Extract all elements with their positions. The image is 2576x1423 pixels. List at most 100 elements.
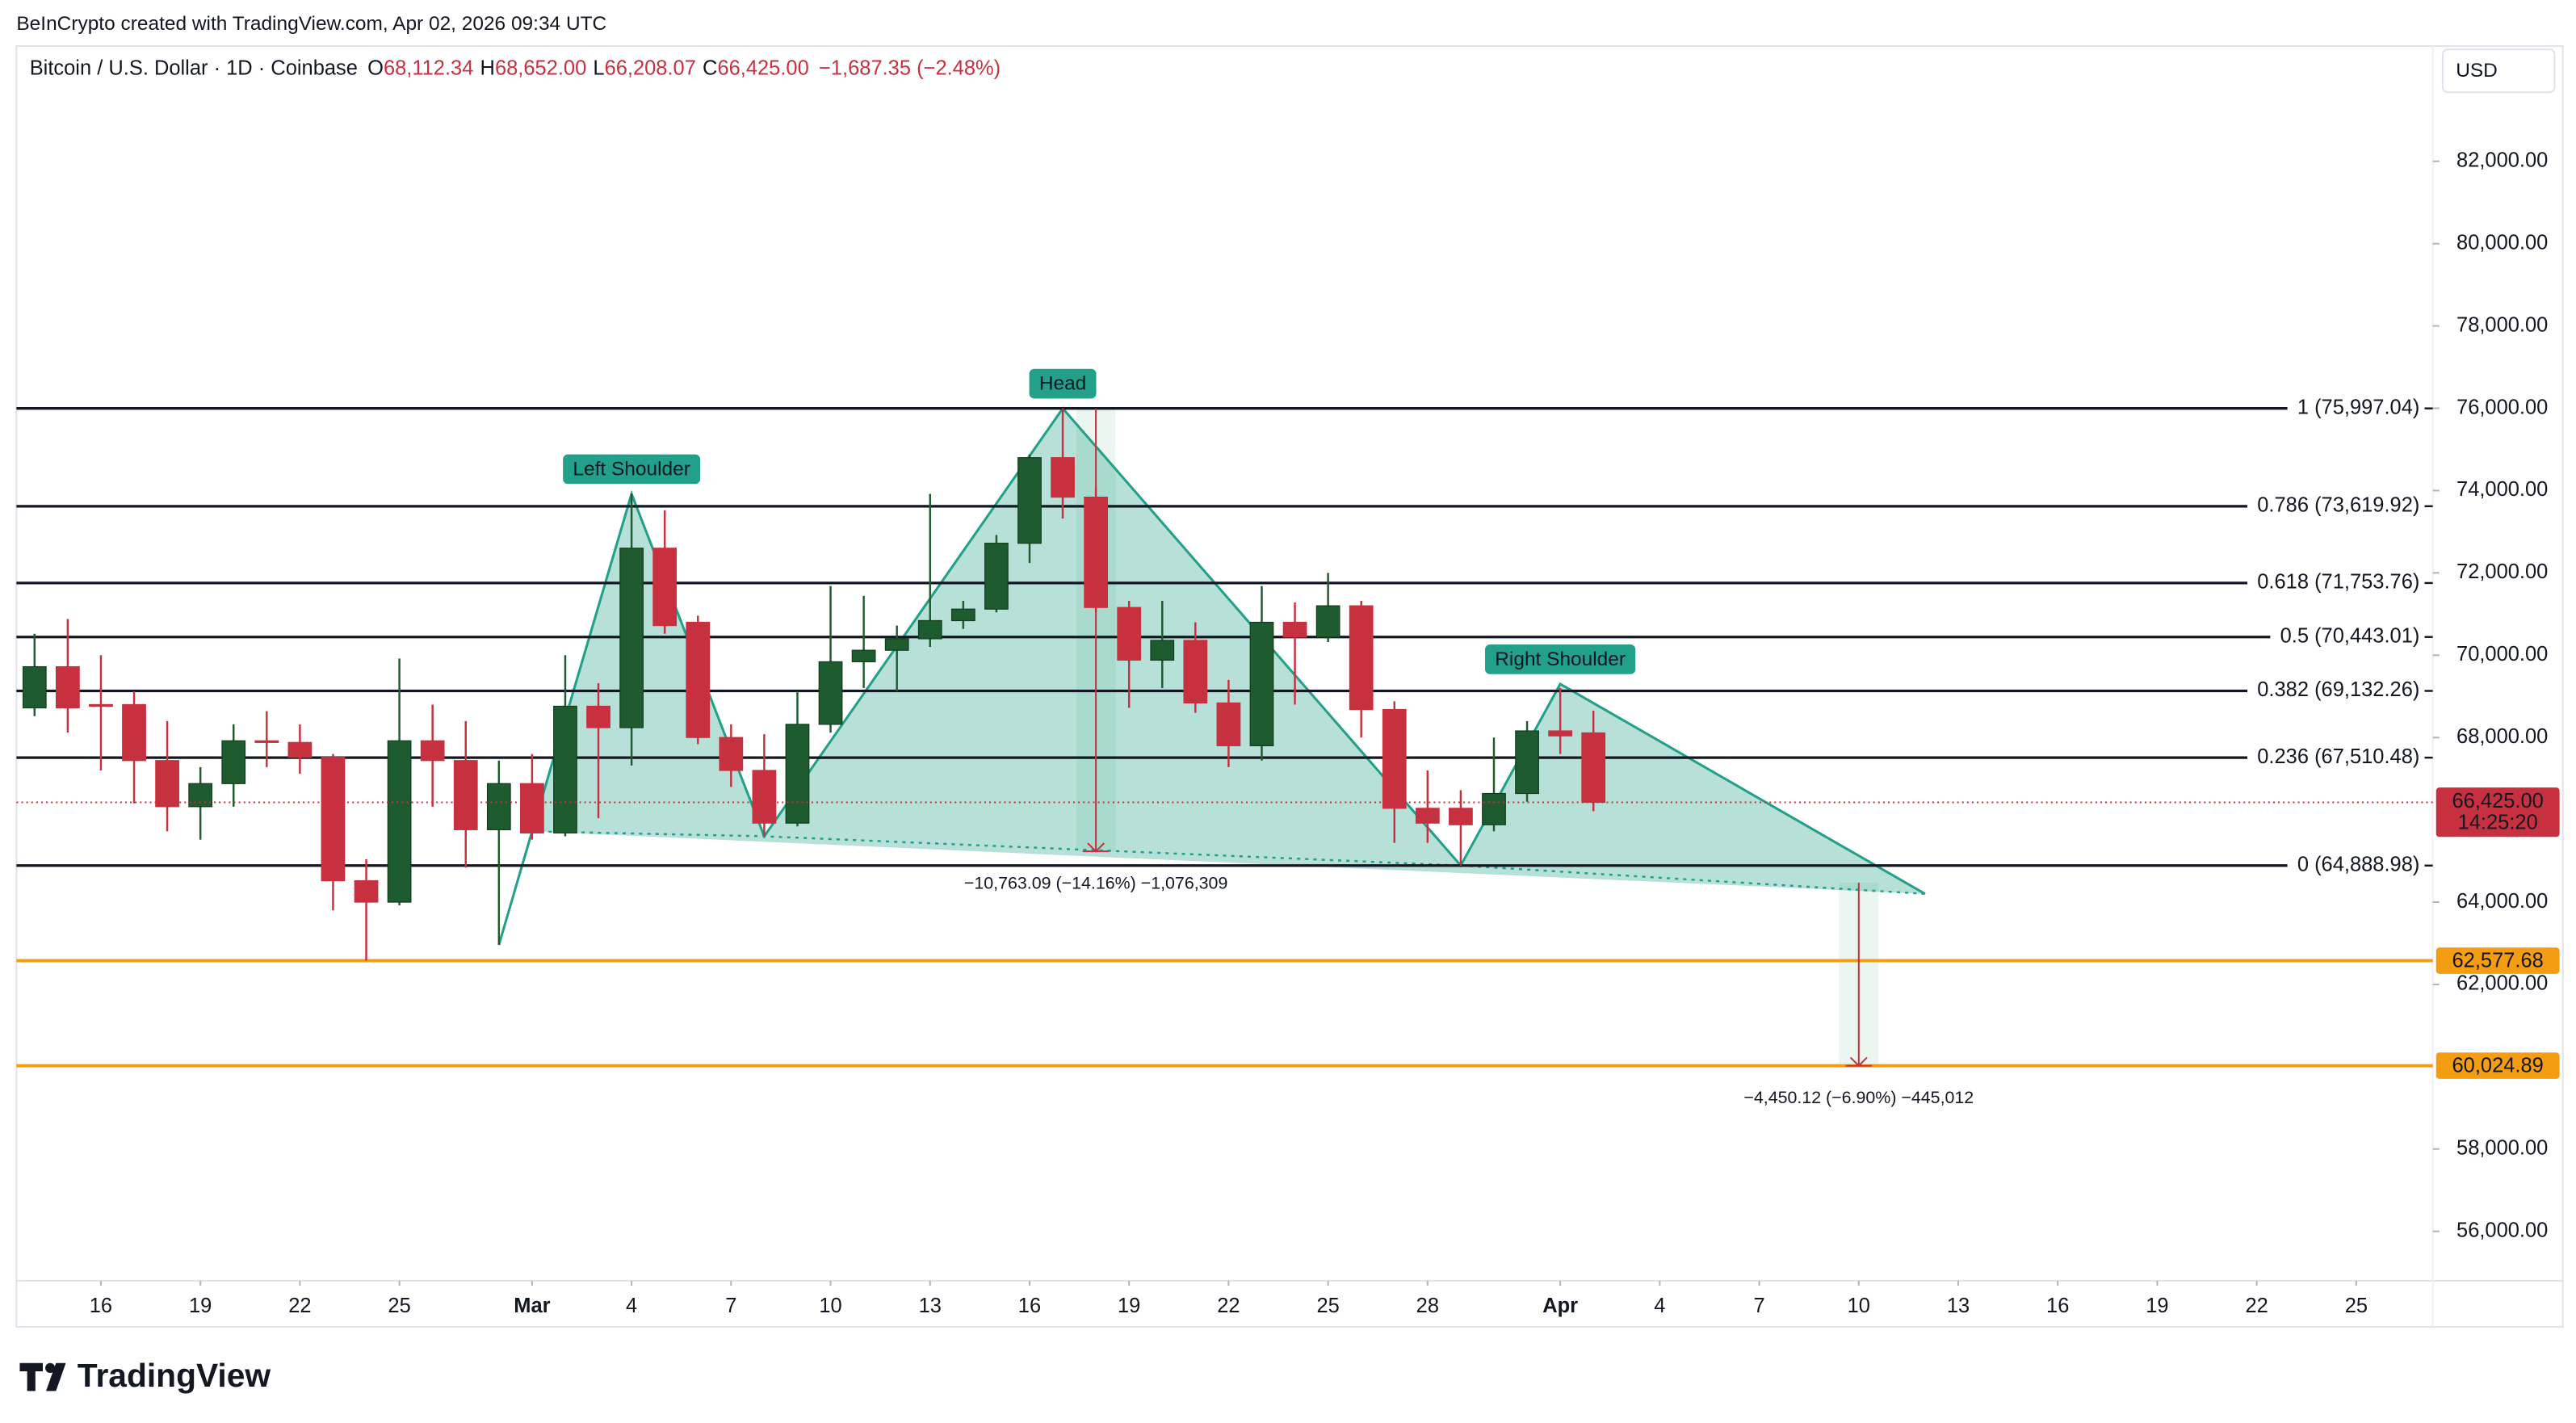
x-tick-label: 22 — [1217, 1295, 1240, 1317]
candle-body — [453, 760, 478, 830]
candle-body — [1183, 640, 1208, 704]
candle-body — [1382, 708, 1407, 809]
chart-title: Bitcoin / U.S. Dollar · 1D · Coinbase — [30, 57, 358, 79]
logo-dot — [45, 1362, 56, 1374]
candle-body — [619, 548, 644, 728]
level-badge — [2435, 947, 2560, 974]
y-tick-label: 58,000.00 — [2456, 1137, 2548, 1160]
legend-key: C — [703, 57, 717, 79]
candle-body — [1581, 732, 1606, 804]
x-tick-label: 13 — [1947, 1295, 1970, 1317]
fib-label: 0.786 (73,619.92) — [2257, 494, 2419, 517]
candle-body — [884, 638, 909, 651]
candle-body — [851, 649, 876, 663]
x-tick-label: 16 — [2046, 1295, 2069, 1317]
y-tick-label: 68,000.00 — [2456, 725, 2548, 748]
candle-body — [1415, 808, 1440, 824]
candle-body — [221, 740, 246, 784]
pattern-label-box — [1029, 368, 1097, 399]
fib-label: 0.382 (69,132.26) — [2257, 678, 2419, 701]
candle-body — [486, 783, 511, 830]
last-price-badge — [2435, 787, 2560, 837]
candle-body — [652, 548, 678, 627]
measure-label: −10,763.09 (−14.16%) −1,076,309 — [964, 874, 1227, 893]
candle-body — [917, 619, 942, 640]
x-tick-label: 19 — [2146, 1295, 2168, 1317]
x-tick-label: 25 — [388, 1295, 410, 1317]
x-tick-label: 25 — [1316, 1295, 1339, 1317]
x-tick-label: 25 — [2345, 1295, 2368, 1317]
level-label: 60,024.89 — [2452, 1054, 2544, 1077]
candle-body — [1249, 621, 1274, 747]
y-tick-label: 76,000.00 — [2456, 396, 2548, 418]
pattern-label: Right Shoulder — [1485, 644, 1636, 674]
x-tick-label: 22 — [2245, 1295, 2268, 1317]
legend-value: 68,112.34 — [384, 57, 473, 79]
candle-body — [354, 879, 379, 903]
candle-body — [387, 740, 412, 903]
candle-body — [22, 665, 47, 709]
brand-name: TradingView — [78, 1357, 271, 1394]
y-tick-label: 56,000.00 — [2456, 1219, 2548, 1241]
x-tick-label: 16 — [90, 1295, 112, 1317]
candle-body — [1150, 640, 1175, 661]
y-tick-label: 80,000.00 — [2456, 231, 2548, 254]
y-tick-label: 78,000.00 — [2456, 313, 2548, 336]
candle-body — [420, 740, 445, 762]
neckline — [531, 830, 1926, 896]
legend-change: −1,687.35 (−2.48%) — [819, 57, 1001, 79]
candle-body — [520, 783, 544, 834]
currency-label[interactable]: USD — [2456, 60, 2498, 82]
candle-body — [1117, 607, 1142, 661]
candle-body — [188, 783, 213, 808]
candle-body — [1216, 702, 1241, 747]
candle-body — [122, 703, 146, 762]
candle-body — [1282, 621, 1307, 638]
candle-body — [1548, 730, 1573, 737]
x-tick-label: Apr — [1542, 1295, 1578, 1317]
x-tick-label: 28 — [1416, 1295, 1439, 1317]
x-tick-label: 4 — [626, 1295, 637, 1317]
x-tick-label: 4 — [1654, 1295, 1665, 1317]
fib-label: 0.236 (67,510.48) — [2257, 745, 2419, 768]
pattern-label-text: Left Shoulder — [573, 458, 690, 480]
legend-row: Bitcoin / U.S. Dollar · 1D · Coinbase O68… — [30, 57, 1001, 79]
y-tick-label: 82,000.00 — [2456, 149, 2548, 172]
candle-body — [752, 770, 777, 824]
candle-body — [55, 665, 80, 709]
legend-key: O — [367, 57, 384, 79]
pattern-label-text: Head — [1039, 373, 1086, 395]
measure-label: −4,450.12 (−6.90%) −445,012 — [1743, 1088, 1974, 1107]
candle-body — [785, 724, 810, 824]
candle-body — [155, 760, 179, 808]
legend-value: 68,652.00 — [495, 57, 586, 79]
candle-body — [89, 703, 113, 707]
x-tick-label: 7 — [1753, 1295, 1764, 1317]
legend-key: L — [593, 57, 604, 79]
candle-body — [1051, 457, 1075, 498]
candle-body — [321, 757, 346, 882]
candle-body — [1017, 457, 1042, 544]
candle-body — [686, 621, 711, 738]
candle-body — [719, 737, 744, 771]
level-badge — [2435, 1052, 2560, 1079]
pattern-label: Left Shoulder — [563, 454, 701, 485]
y-tick-label: 72,000.00 — [2456, 560, 2548, 583]
candle-body — [1482, 792, 1506, 825]
y-tick-label: 62,000.00 — [2456, 972, 2548, 995]
pattern-line — [497, 406, 1926, 946]
x-tick-label: 19 — [189, 1295, 212, 1317]
candle-body — [984, 543, 1009, 610]
currency-button[interactable] — [2441, 48, 2556, 94]
candle-body — [287, 741, 313, 758]
candle-body — [553, 705, 577, 834]
candle-body — [254, 740, 279, 743]
candle-body — [1449, 808, 1473, 825]
x-tick-label: Mar — [514, 1295, 550, 1317]
x-tick-label: 10 — [819, 1295, 841, 1317]
x-tick-label: 16 — [1018, 1295, 1041, 1317]
x-tick-label: 19 — [1118, 1295, 1140, 1317]
x-tick-label: 10 — [1848, 1295, 1870, 1317]
